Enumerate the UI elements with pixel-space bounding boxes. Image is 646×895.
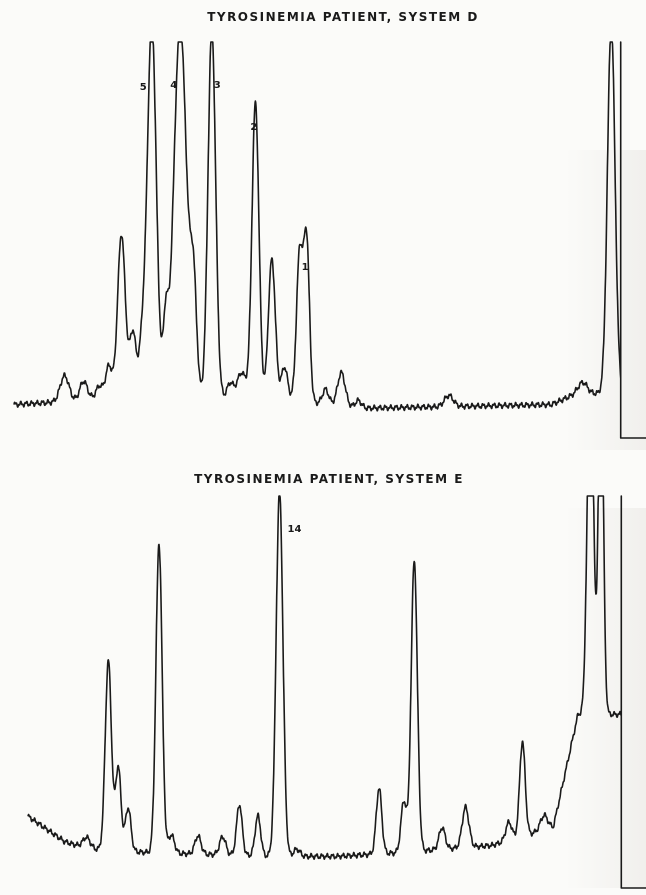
system-d-peak-label-5: 5 bbox=[140, 82, 147, 93]
system-e-peak-10 bbox=[257, 812, 259, 814]
system-e-peak-9 bbox=[238, 805, 240, 807]
system-e-peak-20 bbox=[543, 815, 545, 817]
system-d-peak-13 bbox=[229, 383, 231, 385]
system-e-peak-8 bbox=[222, 838, 224, 840]
system-d-peak-label-1: 1 bbox=[302, 262, 309, 273]
system-d-peak-14 bbox=[240, 373, 242, 375]
system-e-peak-6 bbox=[170, 835, 172, 837]
system-e-peak-14 bbox=[403, 802, 405, 804]
system-e-peak-11 bbox=[278, 495, 280, 497]
system-d-peak-4 bbox=[108, 364, 110, 366]
chromatogram-panel-system-d: TYROSINEMIA PATIENT, SYSTEM D 5 4 3 2 1 bbox=[13, 10, 646, 450]
system-d-peak-1 bbox=[63, 372, 65, 374]
chart-title-system-d: TYROSINEMIA PATIENT, SYSTEM D bbox=[207, 10, 479, 24]
system-d-peak-18 bbox=[299, 243, 301, 245]
page-bleed-shadow bbox=[566, 508, 646, 888]
system-e-peak-label-14: 14 bbox=[288, 524, 302, 535]
system-d-peak-2 bbox=[82, 382, 84, 384]
system-d-peak-15 bbox=[254, 100, 256, 102]
system-d-peak-7 bbox=[141, 309, 143, 311]
system-d-peak-label-2: 2 bbox=[250, 122, 257, 133]
system-d-peak-6 bbox=[132, 329, 134, 331]
system-e-peak-3 bbox=[117, 764, 119, 766]
system-e-peak-13 bbox=[378, 788, 380, 790]
system-e-peak-17 bbox=[464, 803, 466, 805]
system-d-peak-19 bbox=[305, 231, 307, 233]
chromatogram-system-d: 5 4 3 2 1 bbox=[13, 41, 646, 439]
system-e-peak-7 bbox=[197, 836, 199, 838]
system-e-trace-line bbox=[27, 495, 646, 889]
system-e-peak-21 bbox=[589, 495, 591, 497]
system-d-peak-3 bbox=[98, 386, 100, 388]
system-e-peak-4 bbox=[127, 807, 129, 809]
system-d-peak-9 bbox=[165, 298, 167, 300]
system-d-peak-5 bbox=[120, 236, 122, 238]
system-d-peak-label-3: 3 bbox=[214, 80, 221, 91]
system-e-peak-15 bbox=[413, 560, 415, 562]
chart-title-system-e: TYROSINEMIA PATIENT, SYSTEM E bbox=[194, 472, 464, 486]
system-d-peak-21 bbox=[340, 370, 342, 372]
system-e-peak-18 bbox=[508, 820, 510, 822]
system-d-trace-line bbox=[13, 41, 646, 439]
system-d-peak-20 bbox=[324, 387, 326, 389]
system-e-peak-19 bbox=[521, 740, 523, 742]
system-e-peak-2 bbox=[107, 659, 109, 661]
page-bleed-shadow bbox=[566, 150, 646, 450]
system-e-peak-22 bbox=[600, 495, 602, 497]
system-d-peak-22 bbox=[357, 399, 359, 401]
system-d-peak-8 bbox=[151, 41, 153, 43]
system-e-peak-1 bbox=[86, 836, 88, 838]
chromatogram-system-e: 14 bbox=[27, 495, 646, 889]
system-d-peak-24 bbox=[582, 383, 584, 385]
system-e-peak-16 bbox=[441, 829, 443, 831]
system-d-peak-17 bbox=[283, 367, 285, 369]
system-e-peak-5 bbox=[158, 543, 160, 545]
system-d-peak-25 bbox=[610, 41, 612, 43]
system-d-peak-23 bbox=[448, 394, 450, 396]
system-d-peak-12 bbox=[211, 41, 213, 43]
system-d-peak-11 bbox=[192, 250, 194, 252]
system-e-peak-12 bbox=[296, 847, 298, 849]
system-d-peak-label-4: 4 bbox=[170, 80, 177, 91]
system-d-peak-10 bbox=[179, 41, 181, 43]
chromatogram-panel-system-e: TYROSINEMIA PATIENT, SYSTEM E 14 bbox=[0, 448, 646, 895]
system-d-peak-16 bbox=[271, 257, 273, 259]
